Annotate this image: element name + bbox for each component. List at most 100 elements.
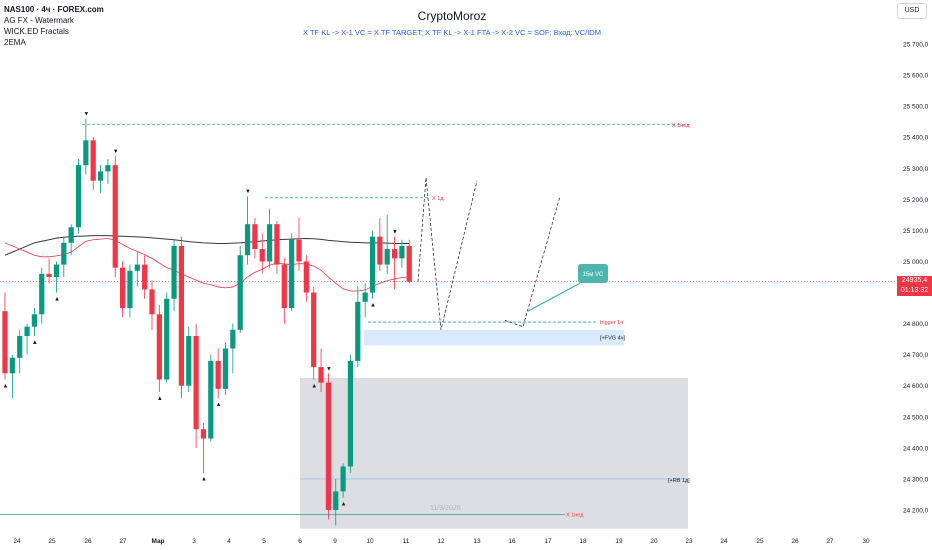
bar-countdown: 01:13:32	[900, 287, 929, 294]
indicator-fractals[interactable]: WICK.ED Fractals	[4, 27, 69, 36]
candles-layer	[2, 118, 412, 526]
candle-body	[61, 242, 67, 265]
currency-button[interactable]: USD	[897, 3, 927, 19]
candle-body	[193, 336, 199, 430]
time-tick-label: 17	[544, 538, 552, 545]
fractal-high-marker: ▼	[83, 112, 89, 118]
time-tick-label: 27	[826, 538, 834, 545]
candle-body	[399, 245, 405, 259]
candle-body	[406, 245, 412, 282]
levels-layer: X 1нед X 1д trigger 1ч X 1нед	[0, 123, 895, 519]
candle-body	[149, 289, 155, 315]
price-tick-label: 25 400,0	[903, 135, 929, 142]
candle-body	[68, 227, 74, 243]
time-tick-label: 6	[298, 538, 302, 545]
fractal-high-marker: ▼	[392, 230, 398, 236]
fractal-low-marker: ▲	[311, 384, 317, 390]
fractal-low-marker: ▲	[341, 502, 347, 508]
price-tick-label: 24 600,0	[903, 383, 929, 390]
week-high-label: X 1нед	[672, 123, 690, 129]
indicator-ema[interactable]: 2EMA	[4, 38, 26, 47]
candle-body	[134, 264, 140, 271]
time-tick-label: 18	[579, 538, 587, 545]
candle-body	[9, 357, 15, 374]
price-tick-label: 24 200,0	[903, 508, 929, 515]
time-tick-label: 26	[791, 538, 799, 545]
time-tick-label: 20	[650, 538, 658, 545]
fractal-low-marker: ▲	[216, 402, 222, 408]
candle-body	[112, 165, 118, 268]
time-tick-label: 25	[48, 538, 56, 545]
indicator-watermark[interactable]: AG FX - Watermark	[4, 16, 74, 25]
candle-body	[105, 165, 111, 172]
candle-body	[90, 140, 96, 181]
candle-body	[296, 239, 302, 262]
fvg-zone	[364, 329, 624, 346]
fractal-high-marker: ▼	[113, 149, 119, 155]
fractal-low-marker: ▲	[3, 384, 9, 390]
time-tick-label: 24	[720, 538, 728, 545]
candle-body	[230, 329, 236, 349]
time-tick-label: 3	[192, 538, 196, 545]
candle-body	[53, 264, 60, 277]
candle-body	[127, 270, 133, 309]
price-tick-label: 25 000,0	[903, 259, 929, 266]
price-tick-label: 24 700,0	[903, 352, 929, 359]
candle-body	[244, 224, 251, 256]
candle-body	[83, 140, 89, 166]
price-tick-label: 24 800,0	[903, 321, 929, 328]
candle-body	[333, 491, 339, 510]
price-tick-label: 24 400,0	[903, 445, 929, 452]
time-tick-label: 30	[862, 538, 870, 545]
candle-body	[142, 264, 148, 290]
candle-body	[75, 165, 82, 228]
candle-body	[384, 249, 390, 265]
candle-body	[303, 261, 309, 293]
time-tick-label: Мар	[151, 538, 164, 545]
candle-body	[17, 336, 23, 358]
price-tick-label: 25 700,0	[903, 42, 929, 49]
zones-layer: [+RB 1д] [+FVG 4ч] 11/3/2026	[300, 329, 690, 529]
candle-body	[274, 224, 280, 265]
symbol-label[interactable]: NAS100 · 4ч · FOREX.com	[4, 5, 104, 14]
time-tick-label: 13	[473, 538, 481, 545]
candle-body	[289, 239, 295, 309]
time-tick-label: 23	[685, 538, 693, 545]
candle-body	[391, 249, 398, 259]
candle-body	[252, 224, 258, 250]
time-tick-label: 9	[333, 538, 337, 545]
candle-body	[24, 326, 30, 337]
last-price-tag: 24935,4 01:13:32	[897, 276, 932, 296]
price-tick-label: 25 200,0	[903, 197, 929, 204]
candle-body	[311, 292, 317, 368]
candle-body	[208, 360, 214, 439]
candle-body	[267, 224, 273, 262]
candle-body	[31, 314, 37, 327]
time-tick-label: 11	[403, 538, 410, 545]
price-tick-label: 25 500,0	[903, 104, 929, 111]
rb-label: [+RB 1д]	[668, 478, 690, 484]
candle-body	[46, 273, 52, 277]
candle-body	[340, 466, 346, 492]
time-tick-label: 12	[437, 538, 445, 545]
time-tick-label: 4	[227, 538, 231, 545]
candle-body	[355, 301, 361, 361]
fractal-low-marker: ▲	[32, 340, 38, 346]
candle-body	[200, 429, 207, 439]
candle-body	[164, 298, 170, 380]
candle-body	[347, 360, 354, 467]
price-tick-label: 25 600,0	[903, 73, 929, 80]
fractal-high-marker: ▼	[245, 189, 251, 195]
watermark-date: 11/3/2026	[430, 505, 461, 512]
chart-title: CryptoMoroz	[417, 9, 487, 23]
fvg-label: [+FVG 4ч]	[600, 336, 625, 342]
fractal-low-marker: ▲	[370, 303, 376, 309]
chart-subtitle: X TF KL -> X-1 VC = X TF TARGET; X TF KL…	[303, 28, 601, 37]
candle-body	[318, 367, 324, 383]
projection-layer: 15м VC	[417, 177, 608, 330]
week-low-label: X 1нед	[566, 513, 584, 519]
price-axis: 25 700,0 25 600,0 25 500,0 25 400,0 25 300,0…	[903, 42, 929, 515]
price-tick-label: 25 300,0	[903, 166, 929, 173]
candle-body	[281, 264, 287, 309]
